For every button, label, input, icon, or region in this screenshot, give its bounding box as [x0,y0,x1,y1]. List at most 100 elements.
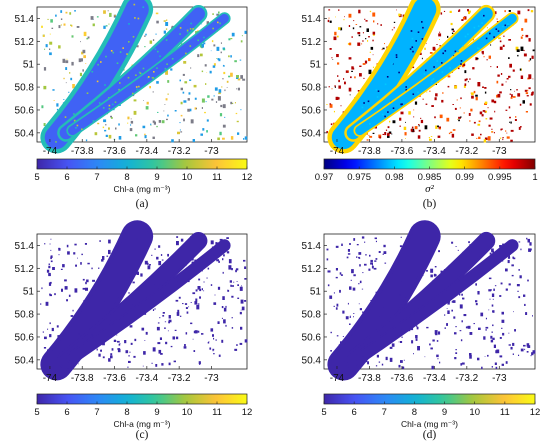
pixel [43,34,45,37]
pixel [61,288,63,292]
pixel [222,48,226,51]
pixel [71,61,74,66]
pixel [161,363,164,366]
pixel [108,296,110,298]
pixel [460,97,462,100]
pixel [110,117,113,119]
pixel [132,303,135,305]
pixel [454,50,457,53]
pixel [77,349,80,352]
y-tick-label: 50.6 [15,105,35,116]
pixel [207,95,210,98]
pixel [359,354,361,357]
pixel [134,338,137,342]
pixel [90,16,94,20]
pixel [424,125,428,130]
pixel [532,350,536,354]
pixel [430,81,433,84]
pixel [234,60,237,63]
pixel [215,242,218,246]
pixel [410,284,412,286]
pixel [405,121,406,123]
pixel [80,335,82,337]
pixel [362,355,364,358]
pixel [190,302,192,303]
pixel [126,53,128,55]
y-tick-label: 50.8 [302,310,322,321]
pixel [140,273,143,277]
pixel [391,29,394,31]
pixel [524,89,528,92]
pixel [111,348,114,351]
x-tick-label: -73.8 [358,373,381,384]
x-tick-label: -73.2 [168,146,191,157]
pixel [501,311,504,315]
pixel [146,101,149,105]
pixel [457,67,460,70]
pixel [41,105,44,109]
pixel [464,78,467,82]
pixel [501,83,504,86]
x-tick-label: -73.8 [358,146,381,157]
pixel [212,334,214,337]
pixel [230,284,232,287]
pixel [484,91,487,94]
pixel [81,128,83,130]
pixel [155,12,159,15]
pixel [436,354,439,358]
pixel [512,256,515,259]
pixel [216,259,219,262]
y-tick-label: 51.2 [302,37,322,48]
pixel [195,289,198,292]
pixel [373,20,375,23]
pixel [145,33,147,36]
pixel [462,60,464,62]
pixel [47,18,49,20]
colorbar-tick-label: 0.985 [418,172,442,183]
pixel [499,245,502,248]
pixel [149,86,151,89]
pixel [78,58,82,63]
pixel [333,36,337,41]
pixel [369,51,371,53]
panel-2: 51.4 51.2 51 50.8 50.6 50.4 -74 -73.8 -73.6 -73.4… [302,0,538,210]
pixel [401,284,404,286]
pixel [496,18,498,20]
pixel [82,287,86,290]
pixel [489,32,491,35]
pixel [215,339,217,341]
pixel [385,301,388,304]
pixel [118,343,121,346]
pixel [496,349,500,354]
pixel [147,262,149,265]
pixel [383,244,386,248]
pixel [132,281,135,284]
pixel [333,292,335,294]
pixel [403,126,407,130]
pixel [329,48,332,50]
pixel [102,342,105,346]
pixel [203,36,205,39]
pixel [199,296,201,299]
pixel [152,309,155,311]
pixel [47,328,49,330]
pixel [499,46,503,50]
pixel [443,10,446,12]
pixel [444,314,446,316]
pixel [119,343,121,345]
pixel [415,338,418,341]
pixel [378,134,382,138]
pixel [217,321,220,324]
pixel [381,363,384,366]
pixel [493,36,495,38]
pixel [481,22,483,24]
pixel [528,38,531,42]
pixel [117,281,119,283]
pixel [512,69,515,72]
pixel [327,19,330,23]
pixel [521,34,524,36]
pixel [56,103,59,107]
pixel [393,21,396,23]
pixel [223,64,224,66]
pixel [391,133,393,135]
